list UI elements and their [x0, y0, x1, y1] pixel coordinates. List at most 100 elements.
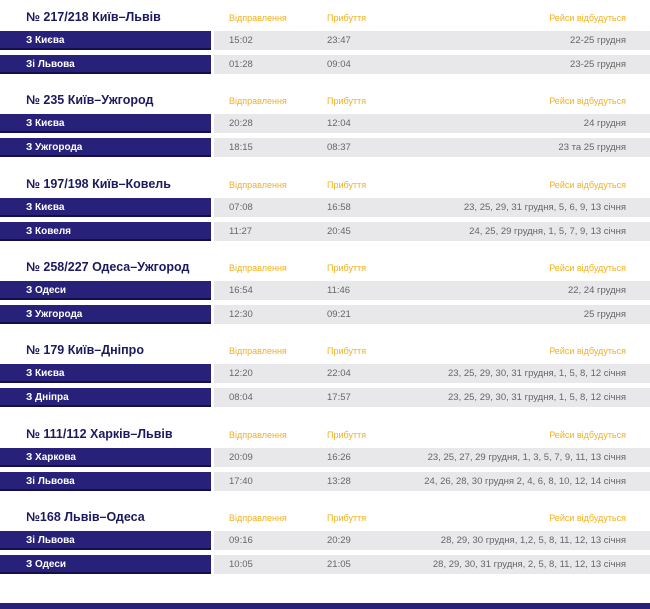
run-dates: 23 та 25 грудня — [558, 142, 626, 154]
run-dates: 23, 25, 29, 30, 31 грудня, 1, 5, 8, 12 с… — [448, 368, 626, 380]
train-section: № 179 Київ–Дніпро Відправлення Прибуття … — [0, 341, 650, 424]
footer-bar — [0, 603, 650, 609]
departure-time: 20:28 — [229, 118, 253, 130]
arrival-header: Прибуття — [327, 512, 367, 523]
schedule-row: З Ужгорода 18:15 08:37 23 та 25 грудня — [0, 138, 650, 158]
direction-label: З Ковеля — [0, 221, 211, 241]
train-section: № 111/112 Харків–Львів Відправлення Приб… — [0, 425, 650, 508]
arrival-time: 20:29 — [327, 534, 351, 546]
direction-label: Зі Львова — [0, 55, 211, 74]
run-dates: 28, 29, 30, 31 грудня, 2, 5, 8, 11, 12, … — [432, 558, 626, 570]
train-section: №168 Львів–Одеса Відправлення Прибуття Р… — [0, 508, 650, 591]
schedule-cell: 08:04 17:57 23, 25, 29, 30, 31 грудня, 1… — [214, 388, 650, 408]
direction-label: Зі Львова — [0, 530, 211, 550]
run-dates: 24 грудня — [583, 118, 626, 130]
departure-time: 20:09 — [229, 451, 253, 463]
schedule-row: З Одеси 10:05 21:05 28, 29, 30, 31 грудн… — [0, 554, 650, 574]
dates-header: Рейси відбудуться — [549, 96, 626, 107]
direction-label: З Києва — [0, 364, 211, 384]
schedule-cell: 10:05 21:05 28, 29, 30, 31 грудня, 2, 5,… — [214, 554, 650, 574]
dates-header: Рейси відбудуться — [549, 512, 626, 523]
schedule-cell: 12:30 09:21 25 грудня — [214, 304, 650, 324]
dates-header: Рейси відбудуться — [549, 262, 626, 273]
departure-time: 12:20 — [229, 368, 253, 380]
direction-label: З Одеси — [0, 280, 211, 300]
arrival-time: 08:37 — [327, 142, 351, 154]
train-section: № 197/198 Київ–Ковель Відправлення Прибу… — [0, 175, 650, 258]
departure-header: Відправлення — [229, 429, 287, 440]
schedule-row: З Києва 20:28 12:04 24 грудня — [0, 114, 650, 134]
direction-label: З Києва — [0, 114, 211, 134]
direction-label: З Ужгорода — [0, 304, 211, 324]
departure-time: 09:16 — [229, 534, 253, 546]
direction-label: Зі Львова — [0, 471, 211, 491]
train-section: № 235 Київ–Ужгород Відправлення Прибуття… — [0, 91, 650, 174]
schedule-row: З Києва 15:02 23:47 22-25 грудня — [0, 31, 650, 50]
train-section: № 217/218 Київ–Львів Відправлення Прибут… — [0, 8, 650, 91]
train-title: № 235 Київ–Ужгород — [26, 93, 154, 108]
direction-label: З Києва — [0, 31, 211, 50]
arrival-time: 22:04 — [327, 368, 351, 380]
arrival-time: 13:28 — [327, 475, 351, 487]
schedule-cell: 15:02 23:47 22-25 грудня — [214, 31, 650, 50]
direction-label: З Харкова — [0, 447, 211, 467]
departure-time: 10:05 — [229, 558, 253, 570]
departure-time: 15:02 — [229, 35, 253, 46]
train-title: № 197/198 Київ–Ковель — [26, 176, 171, 191]
run-dates: 22, 24 грудня — [567, 284, 626, 296]
direction-label: З Одеси — [0, 554, 211, 574]
arrival-header: Прибуття — [327, 346, 367, 357]
arrival-time: 11:46 — [327, 284, 351, 296]
dates-header: Рейси відбудуться — [549, 179, 626, 190]
departure-time: 17:40 — [229, 475, 253, 487]
schedule-cell: 18:15 08:37 23 та 25 грудня — [214, 138, 650, 158]
run-dates: 23, 25, 29, 30, 31 грудня, 1, 5, 8, 12 с… — [448, 392, 626, 404]
departure-time: 12:30 — [229, 308, 253, 320]
train-title: № 258/227 Одеса–Ужгород — [26, 259, 190, 274]
schedule-cell: 07:08 16:58 23, 25, 29, 31 грудня, 5, 6,… — [214, 197, 650, 217]
dates-header: Рейси відбудуться — [549, 346, 626, 357]
dates-header: Рейси відбудуться — [549, 13, 626, 23]
schedule-cell: 17:40 13:28 24, 26, 28, 30 грудня 2, 4, … — [214, 471, 650, 491]
arrival-time: 23:47 — [327, 35, 351, 46]
arrival-time: 12:04 — [327, 118, 351, 130]
run-dates: 23-25 грудня — [570, 59, 626, 70]
arrival-time: 09:21 — [327, 308, 351, 320]
run-dates: 25 грудня — [583, 308, 626, 320]
schedule-cell: 20:28 12:04 24 грудня — [214, 114, 650, 134]
arrival-time: 16:26 — [327, 451, 351, 463]
schedule-row: З Ковеля 11:27 20:45 24, 25, 29 грудня, … — [0, 221, 650, 241]
arrival-time: 20:45 — [327, 225, 351, 237]
run-dates: 28, 29, 30 грудня, 1,2, 5, 8, 11, 12, 13… — [440, 534, 626, 546]
schedule-cell: 01:28 09:04 23-25 грудня — [214, 55, 650, 74]
departure-time: 16:54 — [229, 284, 253, 296]
departure-header: Відправлення — [229, 13, 287, 23]
direction-label: З Ужгорода — [0, 138, 211, 158]
schedule-cell: 09:16 20:29 28, 29, 30 грудня, 1,2, 5, 8… — [214, 530, 650, 550]
schedule-row: Зі Львова 01:28 09:04 23-25 грудня — [0, 55, 650, 74]
train-title: № 217/218 Київ–Львів — [26, 10, 161, 24]
arrival-time: 17:57 — [327, 392, 351, 404]
run-dates: 23, 25, 27, 29 грудня, 1, 3, 5, 7, 9, 11… — [427, 451, 626, 463]
run-dates: 24, 25, 29 грудня, 1, 5, 7, 9, 13 січня — [469, 225, 626, 237]
arrival-time: 09:04 — [327, 59, 351, 70]
train-section: № 258/227 Одеса–Ужгород Відправлення При… — [0, 258, 650, 341]
schedule-cell: 16:54 11:46 22, 24 грудня — [214, 280, 650, 300]
schedule-row: Зі Львова 17:40 13:28 24, 26, 28, 30 гру… — [0, 471, 650, 491]
arrival-time: 16:58 — [327, 201, 351, 213]
run-dates: 22-25 грудня — [570, 35, 626, 46]
schedule-cell: 12:20 22:04 23, 25, 29, 30, 31 грудня, 1… — [214, 364, 650, 384]
departure-time: 18:15 — [229, 142, 253, 154]
train-title: № 111/112 Харків–Львів — [26, 426, 173, 441]
departure-header: Відправлення — [229, 512, 287, 523]
departure-time: 07:08 — [229, 201, 253, 213]
train-title: № 179 Київ–Дніпро — [26, 343, 144, 358]
schedule-row: З Дніпра 08:04 17:57 23, 25, 29, 30, 31 … — [0, 388, 650, 408]
arrival-header: Прибуття — [327, 96, 367, 107]
departure-header: Відправлення — [229, 96, 287, 107]
arrival-header: Прибуття — [327, 262, 367, 273]
departure-header: Відправлення — [229, 179, 287, 190]
schedule-cell: 20:09 16:26 23, 25, 27, 29 грудня, 1, 3,… — [214, 447, 650, 467]
direction-label: З Києва — [0, 197, 211, 217]
departure-time: 11:27 — [229, 225, 253, 237]
